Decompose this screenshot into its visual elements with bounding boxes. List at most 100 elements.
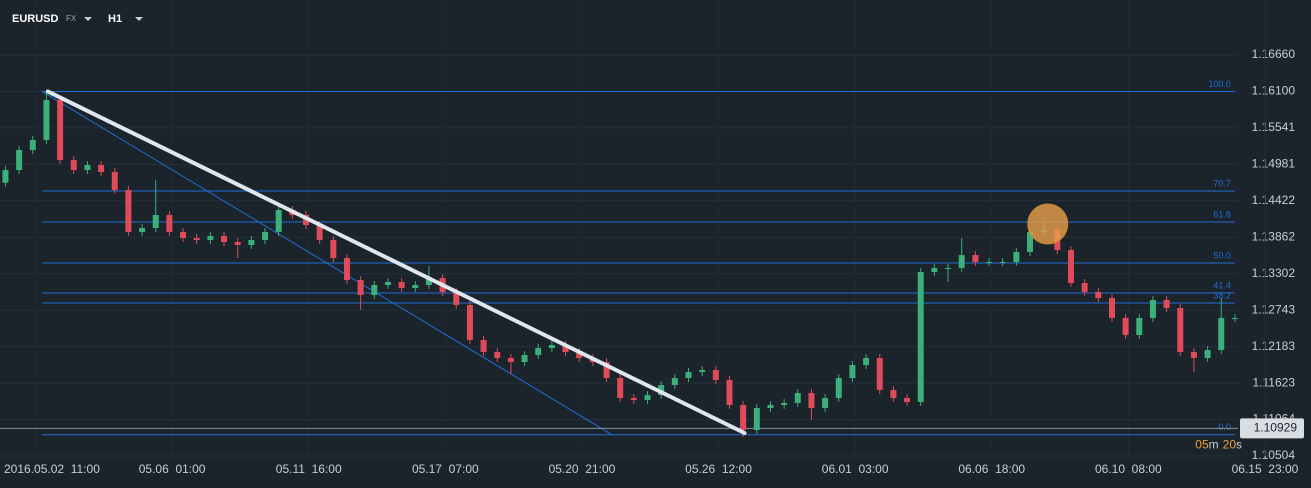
candle-body: [972, 255, 979, 263]
candle-body: [1163, 299, 1170, 308]
fib-label: 100.0: [1208, 79, 1231, 89]
candle-body: [917, 271, 924, 402]
candle-body: [781, 402, 788, 405]
candle-body: [466, 304, 473, 340]
candle-body: [753, 407, 760, 431]
countdown-minutes: 05: [1195, 437, 1209, 451]
candle-body: [180, 231, 187, 239]
price-tag: [1240, 418, 1304, 439]
y-tick-label: 1.13302: [1252, 266, 1296, 280]
fib-label: 61.8: [1213, 209, 1231, 219]
countdown-seconds-unit: s: [1236, 437, 1242, 451]
candle-body: [740, 404, 747, 431]
candle-body: [521, 355, 528, 362]
candle-body: [1177, 307, 1184, 353]
candle-body: [1149, 299, 1156, 319]
countdown-seconds: 20: [1223, 437, 1237, 451]
candle-body: [70, 159, 77, 171]
candle-body: [644, 395, 651, 400]
channel-line: [41, 91, 613, 436]
candle-body: [1081, 282, 1088, 292]
candle-body: [808, 393, 815, 408]
x-tick-label: 05.17 07:00: [412, 462, 479, 476]
candle-body: [221, 236, 228, 243]
candle-body: [699, 370, 706, 373]
candle-body: [330, 239, 337, 259]
candle-body: [425, 278, 432, 285]
candle-body: [630, 398, 637, 400]
candle-body: [1218, 318, 1225, 351]
candle-body: [863, 358, 870, 365]
price-tag-label: 1.10929: [1254, 420, 1298, 434]
candle-body: [548, 344, 555, 348]
y-tick-label: 1.11623: [1253, 375, 1296, 389]
y-tick-label: 1.12183: [1252, 339, 1296, 353]
candle-body: [480, 339, 487, 353]
candle-body: [84, 165, 91, 171]
candle-body: [16, 150, 23, 171]
candle-body: [849, 364, 856, 379]
candle-body: [986, 262, 993, 264]
candle-body: [398, 282, 405, 288]
candle-body: [248, 239, 255, 246]
candle-body: [999, 262, 1006, 264]
candle-body: [357, 279, 364, 296]
highlight-marker: [1027, 203, 1069, 245]
candle-body: [57, 99, 64, 160]
plot: 1.16660 1.16100 1.15541 1.14981 1.14422 1.138…: [0, 47, 1299, 477]
market[interactable]: FX: [66, 14, 77, 23]
candle-body: [958, 255, 965, 268]
candle-body: [562, 344, 569, 353]
candle-body: [794, 393, 801, 403]
candle-body: [1136, 318, 1143, 336]
header: EURUSD FX H1: [12, 13, 143, 25]
dropdown-arrow[interactable]: [135, 17, 143, 21]
candle-body: [1027, 231, 1034, 252]
y-tick-label: 1.16100: [1252, 84, 1296, 98]
candle-body: [617, 378, 624, 399]
candle-body: [412, 285, 419, 288]
candle-body: [125, 190, 132, 232]
candle-body: [275, 210, 282, 232]
candle-body: [507, 358, 514, 362]
candle-body: [767, 404, 774, 408]
candle-body: [1190, 352, 1197, 359]
candle-body: [152, 214, 159, 228]
x-tick-label: 06.10 08:00: [1095, 462, 1162, 476]
candle-body: [904, 398, 911, 402]
timeframe[interactable]: H1: [108, 13, 122, 25]
candle-body: [931, 267, 938, 272]
y-tick-label: 1.16660: [1252, 47, 1296, 61]
y-tick-label: 1.13862: [1252, 229, 1296, 243]
y-tick-label: 1.15541: [1252, 120, 1296, 134]
candle-body: [1013, 251, 1020, 263]
candle-body: [262, 231, 269, 240]
candle-body: [343, 258, 350, 280]
candle-body: [98, 165, 105, 172]
candle-body: [1122, 318, 1129, 336]
candle-body: [1108, 298, 1115, 319]
dropdown-arrow[interactable]: [84, 17, 92, 21]
y-tick-label: 1.10504: [1252, 448, 1296, 462]
x-tick-label: 06.15 23:00: [1232, 462, 1299, 476]
candle-body: [890, 390, 897, 399]
candle-body: [712, 370, 719, 380]
candle-body: [576, 352, 583, 359]
candle-body: [876, 358, 883, 391]
fib-label: 41.4: [1213, 280, 1231, 290]
candle-body: [29, 139, 36, 151]
y-tick-label: 1.14981: [1252, 157, 1296, 171]
candle-body: [166, 214, 173, 232]
candle-body: [316, 225, 323, 240]
candle-body: [535, 347, 542, 356]
candle-body: [2, 170, 9, 183]
candle-body: [685, 372, 692, 379]
symbol[interactable]: EURUSD: [12, 13, 59, 25]
x-tick-label: 05.11 16:00: [276, 462, 342, 476]
candle-body: [835, 378, 842, 399]
x-tick-label: 06.06 18:00: [958, 462, 1025, 476]
countdown-minutes-unit: m: [1209, 437, 1219, 451]
y-tick-label: 1.14422: [1252, 193, 1296, 207]
